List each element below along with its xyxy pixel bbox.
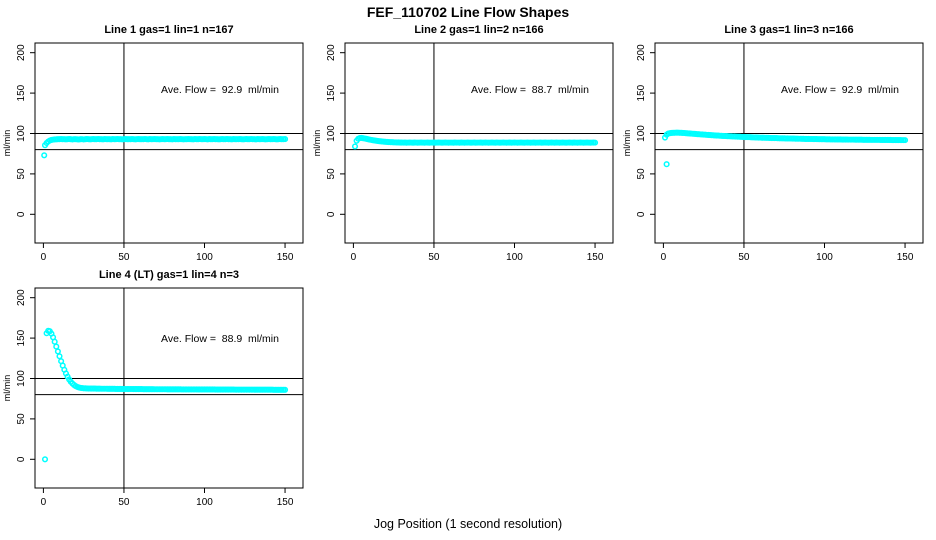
- y-tick-label: 100: [16, 125, 27, 142]
- y-axis-unit-label: ml/min: [622, 130, 632, 157]
- y-tick-label: 50: [16, 168, 27, 180]
- y-tick-label: 0: [636, 211, 647, 217]
- y-tick-label: 200: [636, 44, 647, 61]
- y-tick-label: 0: [16, 456, 27, 462]
- outlier-data-point: [663, 161, 670, 168]
- x-tick-label: 100: [196, 497, 213, 508]
- x-tick-label: 150: [277, 497, 294, 508]
- ave-flow-annotation-line4: Ave. Flow = 88.9 ml/min: [161, 333, 279, 345]
- data-point: [53, 343, 60, 350]
- y-tick-label: 200: [326, 44, 337, 61]
- panel-title-line1: Line 1 gas=1 lin=1 n=167: [104, 24, 234, 36]
- y-tick-label: 100: [16, 370, 27, 387]
- x-tick-label: 0: [41, 252, 47, 263]
- data-point: [592, 139, 599, 146]
- y-tick-label: 50: [16, 413, 27, 425]
- y-tick-label: 150: [16, 329, 27, 346]
- data-point: [282, 136, 289, 143]
- y-tick-label: 100: [326, 125, 337, 142]
- plot-box: [34, 42, 304, 244]
- y-axis-unit-label: ml/min: [2, 130, 12, 157]
- ave-flow-annotation-line3: Ave. Flow = 92.9 ml/min: [781, 84, 899, 96]
- y-tick-label: 0: [16, 211, 27, 217]
- x-tick-label: 50: [738, 252, 750, 263]
- y-axis-unit-label: ml/min: [2, 375, 12, 402]
- plot-box: [34, 287, 304, 489]
- x-tick-label: 100: [816, 252, 833, 263]
- data-point: [41, 456, 49, 463]
- data-point: [351, 143, 359, 150]
- y-tick-label: 100: [636, 125, 647, 142]
- panel-title-line2: Line 2 gas=1 lin=2 n=166: [414, 24, 544, 36]
- plot-box: [654, 42, 924, 244]
- data-point: [54, 348, 61, 355]
- x-tick-label: 50: [118, 497, 130, 508]
- y-tick-label: 150: [636, 84, 647, 101]
- x-tick-label: 100: [196, 252, 213, 263]
- data-point: [56, 353, 63, 360]
- x-tick-label: 50: [118, 252, 130, 263]
- y-tick-label: 150: [16, 84, 27, 101]
- x-tick-label: 50: [428, 252, 440, 263]
- y-tick-label: 50: [636, 168, 647, 180]
- ave-flow-annotation-line1: Ave. Flow = 92.9 ml/min: [161, 84, 279, 96]
- x-tick-label: 0: [661, 252, 667, 263]
- page-title: FEF_110702 Line Flow Shapes: [366, 4, 570, 20]
- outlier-data-point: [41, 152, 48, 159]
- x-tick-label: 150: [277, 252, 294, 263]
- data-point: [902, 137, 909, 144]
- panel-title-line4: Line 4 (LT) gas=1 lin=4 n=3: [98, 269, 240, 281]
- y-tick-label: 200: [16, 44, 27, 61]
- y-axis-unit-label: ml/min: [312, 130, 322, 157]
- y-tick-label: 0: [326, 211, 337, 217]
- data-point: [51, 338, 58, 345]
- y-tick-label: 200: [16, 289, 27, 306]
- x-tick-label: 0: [351, 252, 357, 263]
- ave-flow-annotation-line2: Ave. Flow = 88.7 ml/min: [471, 84, 589, 96]
- y-tick-label: 50: [326, 168, 337, 180]
- x-axis-label: Jog Position (1 second resolution): [373, 517, 563, 531]
- x-tick-label: 150: [587, 252, 604, 263]
- panel-title-line3: Line 3 gas=1 lin=3 n=166: [724, 24, 854, 36]
- y-tick-label: 150: [326, 84, 337, 101]
- plot-box: [344, 42, 614, 244]
- x-tick-label: 0: [41, 497, 47, 508]
- x-tick-label: 150: [897, 252, 914, 263]
- data-point: [282, 386, 289, 393]
- x-tick-label: 100: [506, 252, 523, 263]
